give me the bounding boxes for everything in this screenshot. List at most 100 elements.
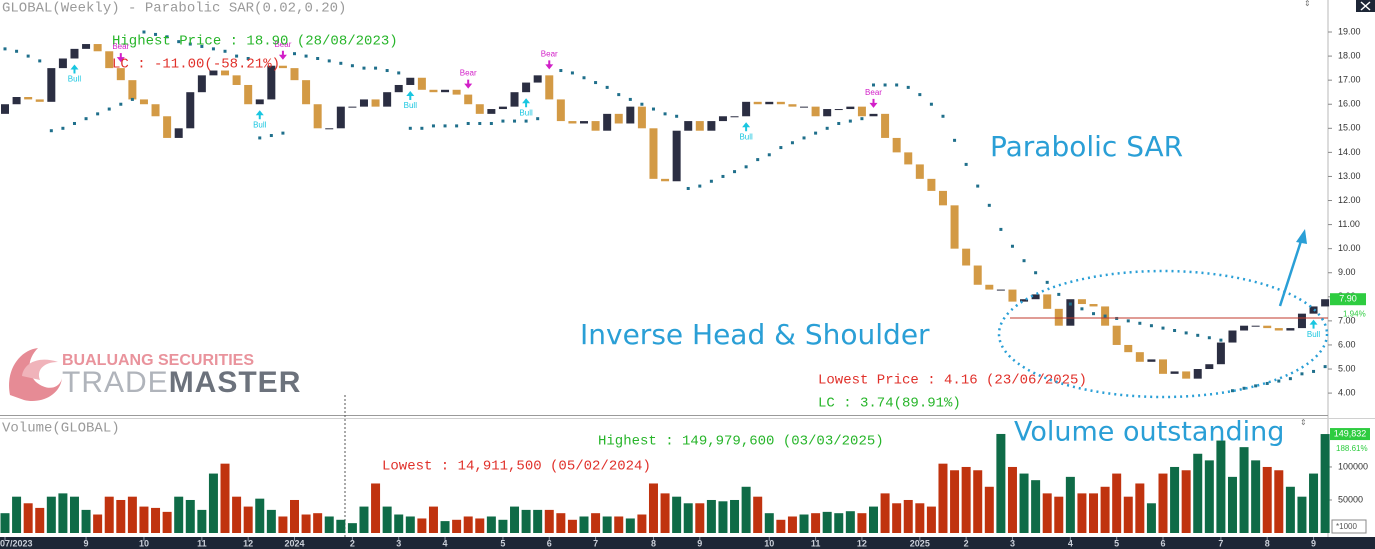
y-tick-label: 16.00 [1338,99,1361,109]
logo-brand-bold: MASTER [169,366,302,399]
candle-body [1,104,9,114]
sar-dot [293,52,296,56]
logo-mark [22,359,58,380]
logo-company: BUALUANG SECURITIES [62,352,254,369]
volume-bar [185,499,195,533]
pattern-ellipse [997,269,1329,399]
candle-body [221,70,230,76]
candle-body [788,104,797,107]
volume-bar [1042,493,1052,533]
sar-dot [733,170,737,174]
sar-dot [107,107,111,111]
change-label: 188.61% [1336,444,1368,453]
volume-bar [730,499,740,533]
x-tick-label: 4 [443,538,448,548]
candle-body [626,106,635,124]
sar-dot [686,186,690,190]
volume-bar [996,433,1006,533]
volume-bar [1193,453,1203,533]
volume-bar [787,516,797,533]
sar-dot [675,114,679,118]
volume-bar [359,506,369,533]
y-tick-label: 19.00 [1338,26,1361,36]
x-tick-label: 8 [651,538,656,548]
candle-body [417,77,426,90]
sar-dot [929,102,933,106]
volume-bar [591,513,601,533]
volume-bar [625,518,635,533]
candle-body [1135,352,1144,362]
candle-body [12,97,21,105]
candle-body [637,106,646,129]
volume-bar [197,509,207,533]
candle-body [776,101,785,105]
volume-bar [232,496,242,533]
sar-dot [258,136,262,140]
candle-body [24,97,33,100]
candle-body [139,99,148,105]
candle-body [846,106,855,110]
volume-bar [892,503,902,533]
sar-dot [96,112,100,116]
volume-bar [718,501,728,533]
annotation: Inverse Head & Shoulder [580,318,930,351]
logo: BUALUANG SECURITIES TRADEMASTER [9,348,302,402]
volume-bar [926,506,936,533]
volume-bar [880,493,890,533]
change-label: 1.94% [1343,309,1366,318]
sar-dot [1184,331,1188,335]
candle-body [128,80,137,100]
sar-dot [814,131,818,135]
sar-dot [130,97,134,101]
annotation: Parabolic SAR [990,130,1183,163]
candle-body [1089,304,1098,307]
candle-body [695,121,704,131]
volume-bar [533,509,543,533]
volume-bar [127,496,137,533]
candle-body [857,106,866,117]
volume-bar [776,519,786,533]
sar-dot [489,121,493,125]
candle-body [591,121,600,131]
signal-label: Bull [1307,330,1321,339]
candle-body [962,248,971,266]
close-icon [1360,1,1371,11]
sar-dot [501,119,505,123]
sar-dot [154,32,158,36]
volume-bar [869,506,878,533]
x-tick-label: 2 [350,538,355,548]
volume-bar [116,499,126,533]
volume-bar [602,516,612,533]
sar-dot [455,124,459,128]
signal-label: Bear [865,88,882,97]
candle-body [730,116,739,118]
volume-bar [405,516,415,533]
sar-dot [559,69,563,73]
candle-body [1170,371,1179,374]
y-tick-label: 18.00 [1338,50,1361,60]
bull-arrow [70,64,79,74]
candle-body [973,265,982,285]
candle-body [568,121,577,124]
sar-dot [3,47,7,51]
y-tick-label: 17.00 [1338,75,1361,85]
panel-icon: ⇕ [1300,418,1307,427]
volume-bar [290,499,299,533]
sar-dot [385,69,389,73]
candle-body [290,68,299,81]
volume-bar [799,514,809,533]
signal-label: Bear [460,69,477,78]
volume-bar [440,521,450,533]
candle-body [1077,299,1086,305]
x-tick-label: 6 [547,538,552,548]
bull-arrow [522,98,531,108]
sar-dot [1288,377,1292,381]
bull-arrow [255,110,264,120]
x-tick-label: 11 [811,538,821,548]
volume-bar [1181,470,1191,533]
candle-body [70,48,79,59]
sar-dot [709,179,713,183]
volume-bar [1239,447,1249,533]
volume-bar [208,473,218,533]
sar-dot [1010,244,1014,248]
